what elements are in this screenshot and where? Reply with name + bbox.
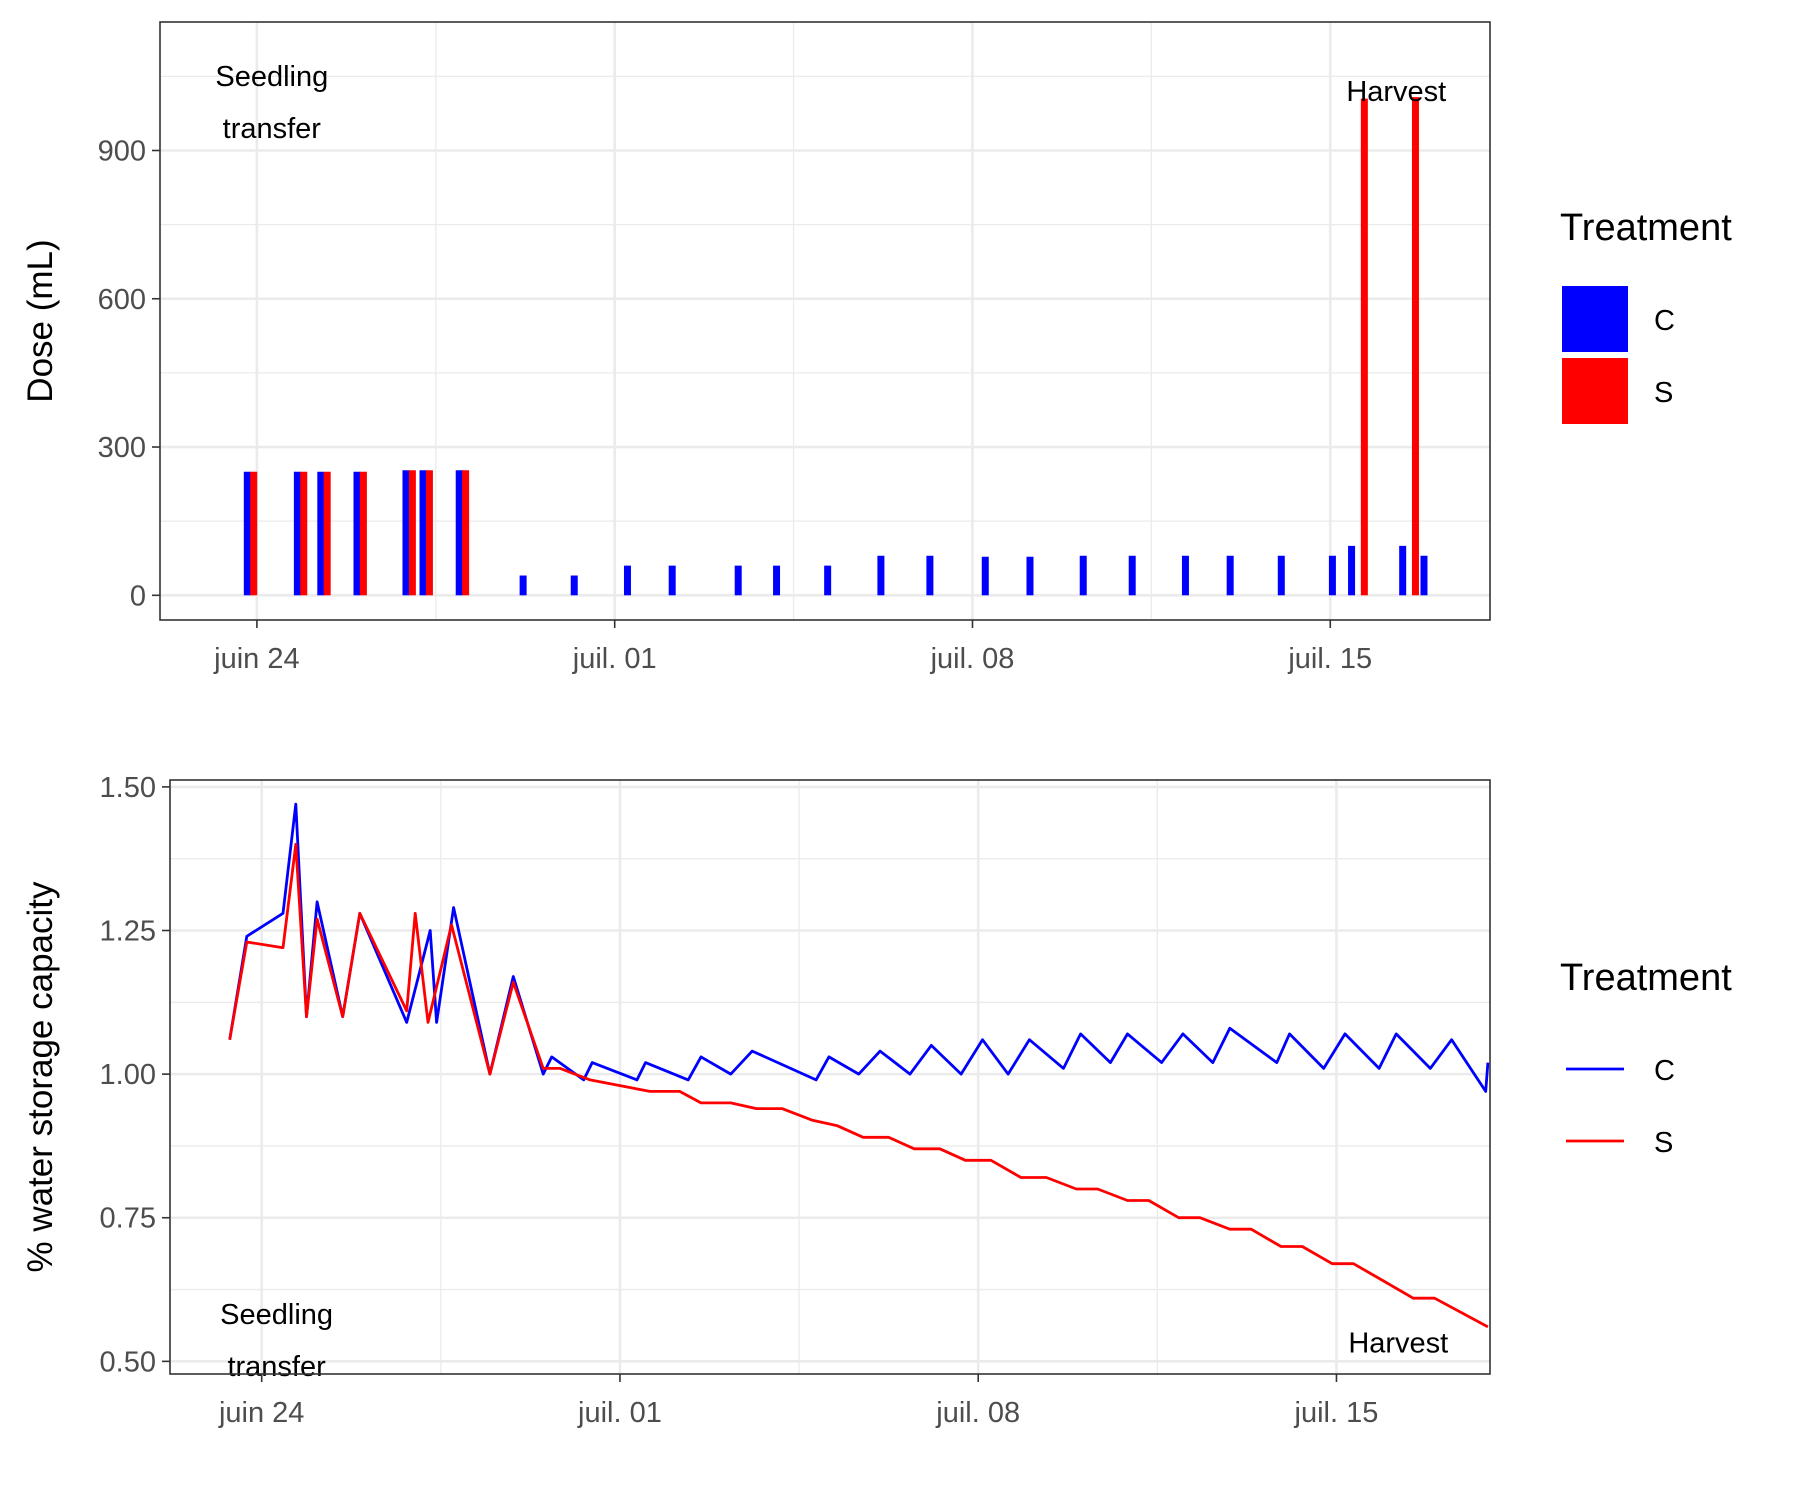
bar-C-6 bbox=[455, 470, 463, 596]
annotation-text: transfer bbox=[223, 113, 322, 145]
bar-C-23 bbox=[1328, 555, 1336, 596]
bar-C-16 bbox=[981, 556, 989, 596]
bar-C-14 bbox=[877, 555, 885, 596]
plot-panel bbox=[160, 22, 1490, 620]
bar-S-0 bbox=[250, 471, 258, 596]
legend-label-S: S bbox=[1654, 1127, 1673, 1159]
bar-C-7 bbox=[519, 575, 527, 596]
bar-S-8 bbox=[1411, 97, 1419, 596]
y-tick-label: 0.75 bbox=[100, 1203, 156, 1235]
bar-C-9 bbox=[623, 565, 631, 596]
bar-C-19 bbox=[1128, 555, 1136, 596]
bar-C-26 bbox=[1420, 555, 1428, 596]
bar-C-24 bbox=[1348, 545, 1356, 596]
bar-S-6 bbox=[462, 470, 470, 596]
bar-S-7 bbox=[1360, 98, 1368, 596]
bar-S-5 bbox=[425, 470, 433, 596]
legend-key-C bbox=[1562, 286, 1628, 352]
panel-border bbox=[159, 21, 1491, 621]
bar-S-4 bbox=[408, 470, 416, 596]
bar-C-25 bbox=[1399, 545, 1407, 596]
legend-label-S: S bbox=[1654, 377, 1673, 409]
bar-C-0 bbox=[243, 471, 251, 596]
bar-C-1 bbox=[293, 471, 301, 596]
bar-C-10 bbox=[668, 565, 676, 596]
data-layer bbox=[243, 97, 1428, 596]
water-capacity-line-chart: Seedling transfer Harvest 0.50 0.75 1.00 1.25 1… bbox=[21, 772, 1732, 1429]
bar-C-22 bbox=[1277, 555, 1285, 596]
annotation-text: Harvest bbox=[1348, 1328, 1448, 1360]
bar-C-3 bbox=[353, 471, 361, 596]
bar-C-2 bbox=[317, 471, 325, 596]
bar-S-1 bbox=[300, 471, 308, 596]
x-tick-label: juin 24 bbox=[213, 643, 299, 675]
annotation-text: Seedling bbox=[215, 61, 328, 93]
y-tick-label: 300 bbox=[98, 432, 146, 464]
plot-panel bbox=[170, 780, 1490, 1374]
bar-C-15 bbox=[926, 555, 934, 596]
annotation-text: transfer bbox=[227, 1351, 326, 1383]
line-series-S bbox=[228, 842, 1489, 1329]
x-tick-label: juil. 08 bbox=[935, 1397, 1020, 1429]
bar-C-4 bbox=[402, 470, 410, 596]
y-tick-label: 900 bbox=[98, 135, 146, 167]
bar-C-8 bbox=[570, 575, 578, 596]
bar-S-3 bbox=[359, 471, 367, 596]
x-tick-label: juil. 15 bbox=[1287, 643, 1372, 675]
x-tick-label: juil. 08 bbox=[930, 643, 1015, 675]
y-tick-label: 0.50 bbox=[100, 1346, 156, 1378]
bar-C-11 bbox=[734, 565, 742, 596]
bar-C-21 bbox=[1226, 555, 1234, 596]
bar-C-5 bbox=[419, 470, 427, 596]
y-tick-label: 1.50 bbox=[100, 772, 156, 804]
y-axis-title: % water storage capacity bbox=[21, 881, 60, 1273]
legend-key-S bbox=[1562, 358, 1628, 424]
y-tick-label: 1.00 bbox=[100, 1059, 156, 1091]
annotation-text: Harvest bbox=[1346, 76, 1446, 108]
line-series-C bbox=[228, 802, 1490, 1093]
y-tick-label: 600 bbox=[98, 284, 146, 316]
legend: Treatment C S bbox=[1560, 957, 1732, 1159]
x-tick-label: juil. 01 bbox=[572, 643, 657, 675]
bar-C-20 bbox=[1181, 555, 1189, 596]
legend-label-C: C bbox=[1654, 1055, 1675, 1087]
legend: Treatment C S bbox=[1560, 207, 1732, 424]
bar-C-12 bbox=[773, 565, 781, 596]
legend-label-C: C bbox=[1654, 305, 1675, 337]
x-tick-label: juin 24 bbox=[218, 1397, 304, 1429]
x-tick-label: juil. 15 bbox=[1294, 1397, 1379, 1429]
y-tick-label: 1.25 bbox=[100, 916, 156, 948]
data-layer bbox=[228, 802, 1490, 1329]
bar-C-18 bbox=[1079, 555, 1087, 596]
annotation-text: Seedling bbox=[220, 1299, 333, 1331]
bar-S-2 bbox=[323, 471, 331, 596]
x-tick-label: juil. 01 bbox=[577, 1397, 662, 1429]
dose-bar-chart: Seedling transfer Harvest 0 300 600 900 juin 24… bbox=[21, 21, 1732, 675]
y-tick-label: 0 bbox=[130, 580, 146, 612]
y-axis-title: Dose (mL) bbox=[21, 239, 60, 402]
panel-border bbox=[169, 779, 1491, 1375]
legend-title: Treatment bbox=[1560, 957, 1732, 999]
bar-C-13 bbox=[824, 565, 832, 596]
legend-title: Treatment bbox=[1560, 207, 1732, 249]
bar-C-17 bbox=[1026, 556, 1034, 596]
